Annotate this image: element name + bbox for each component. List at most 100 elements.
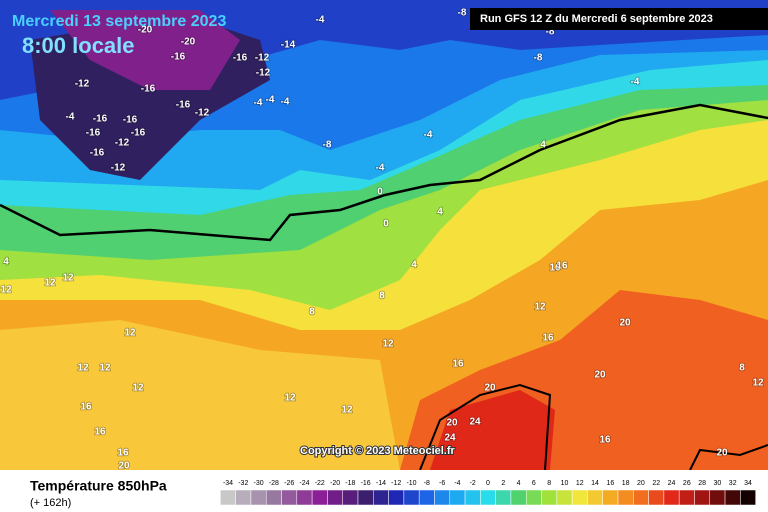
color-scale: -34 -32 -30 -28 -26 -24 -22 -20 -18 -16 -14 -12 -10-… xyxy=(220,480,756,506)
contour-label: -16 xyxy=(93,114,108,125)
contour-label: -4 xyxy=(254,98,263,109)
scale-label: -10 xyxy=(406,480,416,487)
copyright: Copyright © 2023 Meteociel.fr xyxy=(300,445,456,457)
contour-label: -20 xyxy=(181,37,196,48)
scale-cell xyxy=(311,489,328,506)
scale-cell xyxy=(541,489,558,506)
map-background xyxy=(0,0,768,471)
contour-label: -4 xyxy=(66,112,75,123)
contour-label: -4 xyxy=(316,15,325,26)
scale-cell xyxy=(434,489,451,506)
scale-label: 18 xyxy=(622,480,630,487)
contour-label: 12 xyxy=(62,273,74,284)
scale-cell xyxy=(617,489,634,506)
contour-label: 12 xyxy=(534,302,546,313)
contour-label: 12 xyxy=(0,285,12,296)
contour-label: -16 xyxy=(131,128,146,139)
contour-label: -16 xyxy=(176,100,191,111)
contour-label: 12 xyxy=(124,328,136,339)
scale-label: 6 xyxy=(532,480,536,487)
contour-label: 12 xyxy=(99,363,111,374)
scale-label: -12 xyxy=(391,480,401,487)
contour-label: 20 xyxy=(446,418,458,429)
scale-cell xyxy=(694,489,711,506)
scale-cell xyxy=(663,489,680,506)
scale-cell xyxy=(633,489,649,506)
contour-label: -16 xyxy=(90,148,105,159)
contour-label: -12 xyxy=(75,79,90,90)
scale-cell xyxy=(510,489,527,506)
contour-label: -12 xyxy=(256,68,271,79)
scale-label: 2 xyxy=(501,480,505,487)
scale-label: -28 xyxy=(269,480,279,487)
scale-label: -16 xyxy=(361,480,371,487)
scale-cell xyxy=(602,489,619,506)
run-box xyxy=(470,8,768,30)
contour-label: -4 xyxy=(281,97,290,108)
scale-label: -20 xyxy=(330,480,340,487)
scale-cell xyxy=(740,489,756,506)
contour-label: -4 xyxy=(266,95,275,106)
scale-label: -2 xyxy=(470,480,476,487)
scale-cell xyxy=(250,489,267,506)
scale-cell xyxy=(525,489,542,506)
contour-label: -4 xyxy=(376,163,385,174)
scale-cell xyxy=(220,489,236,506)
scale-label: 0 xyxy=(486,480,490,487)
contour-label: 12 xyxy=(382,339,394,350)
contour-label: 16 xyxy=(80,402,92,413)
scale-label: 34 xyxy=(744,480,752,487)
scale-cell xyxy=(388,489,405,506)
contour-label: 12 xyxy=(132,383,144,394)
scale-label: -18 xyxy=(345,480,355,487)
contour-label: 4 xyxy=(437,207,443,218)
contour-label: -12 xyxy=(195,108,210,119)
scale-label: 24 xyxy=(668,480,676,487)
scale-label: -4 xyxy=(454,480,460,487)
contour-label: -12 xyxy=(115,138,130,149)
map-time: 8:00 locale xyxy=(22,33,135,58)
scale-label: 4 xyxy=(517,480,521,487)
scale-label: 20 xyxy=(637,480,645,487)
contour-label: 8 xyxy=(309,307,315,318)
scale-label: 32 xyxy=(729,480,737,487)
scale-cell xyxy=(449,489,466,506)
scale-label: -22 xyxy=(315,480,325,487)
contour-label: -16 xyxy=(123,115,138,126)
contour-label: -8 xyxy=(534,53,543,64)
contour-label: -14 xyxy=(281,40,296,51)
scale-cell xyxy=(418,489,435,506)
contour-label: 20 xyxy=(118,461,130,472)
contour-label: 20 xyxy=(619,318,631,329)
scale-cell xyxy=(464,489,481,506)
contour-label: -8 xyxy=(546,27,555,38)
run-info: Run GFS 12 Z du Mercredi 6 septembre 202… xyxy=(480,13,713,25)
contour-label: 16 xyxy=(549,263,561,274)
contour-label: 12 xyxy=(44,278,56,289)
contour-label: 4 xyxy=(3,257,9,268)
contour-label: -16 xyxy=(171,52,186,63)
scale-cell xyxy=(235,489,252,506)
scale-cell xyxy=(296,489,313,506)
contour-label: 12 xyxy=(341,405,353,416)
scale-cell xyxy=(403,489,420,506)
scale-label: 8 xyxy=(547,480,551,487)
scale-label: 14 xyxy=(591,480,599,487)
contour-labels: -20-20-16-16-16 -12-12-14-4-8-8-8-12-16-1… xyxy=(0,7,765,473)
contour-label: 4 xyxy=(411,260,417,271)
scale-label: 22 xyxy=(652,480,660,487)
contour-label: 4 xyxy=(540,140,546,151)
lead-time: (+ 162h) xyxy=(30,497,71,509)
contour-label: -16 xyxy=(233,53,248,64)
contour-label: -8 xyxy=(323,140,332,151)
contour-label: 16 xyxy=(556,261,568,272)
contour-label: 16 xyxy=(117,448,129,459)
scale-label: -26 xyxy=(284,480,294,487)
contour-label: -8 xyxy=(458,8,467,19)
scale-label: 26 xyxy=(683,480,691,487)
contour-label: 16 xyxy=(599,435,611,446)
scale-cell xyxy=(571,489,588,506)
contour-label: -12 xyxy=(111,163,126,174)
scale-cell xyxy=(556,489,573,506)
